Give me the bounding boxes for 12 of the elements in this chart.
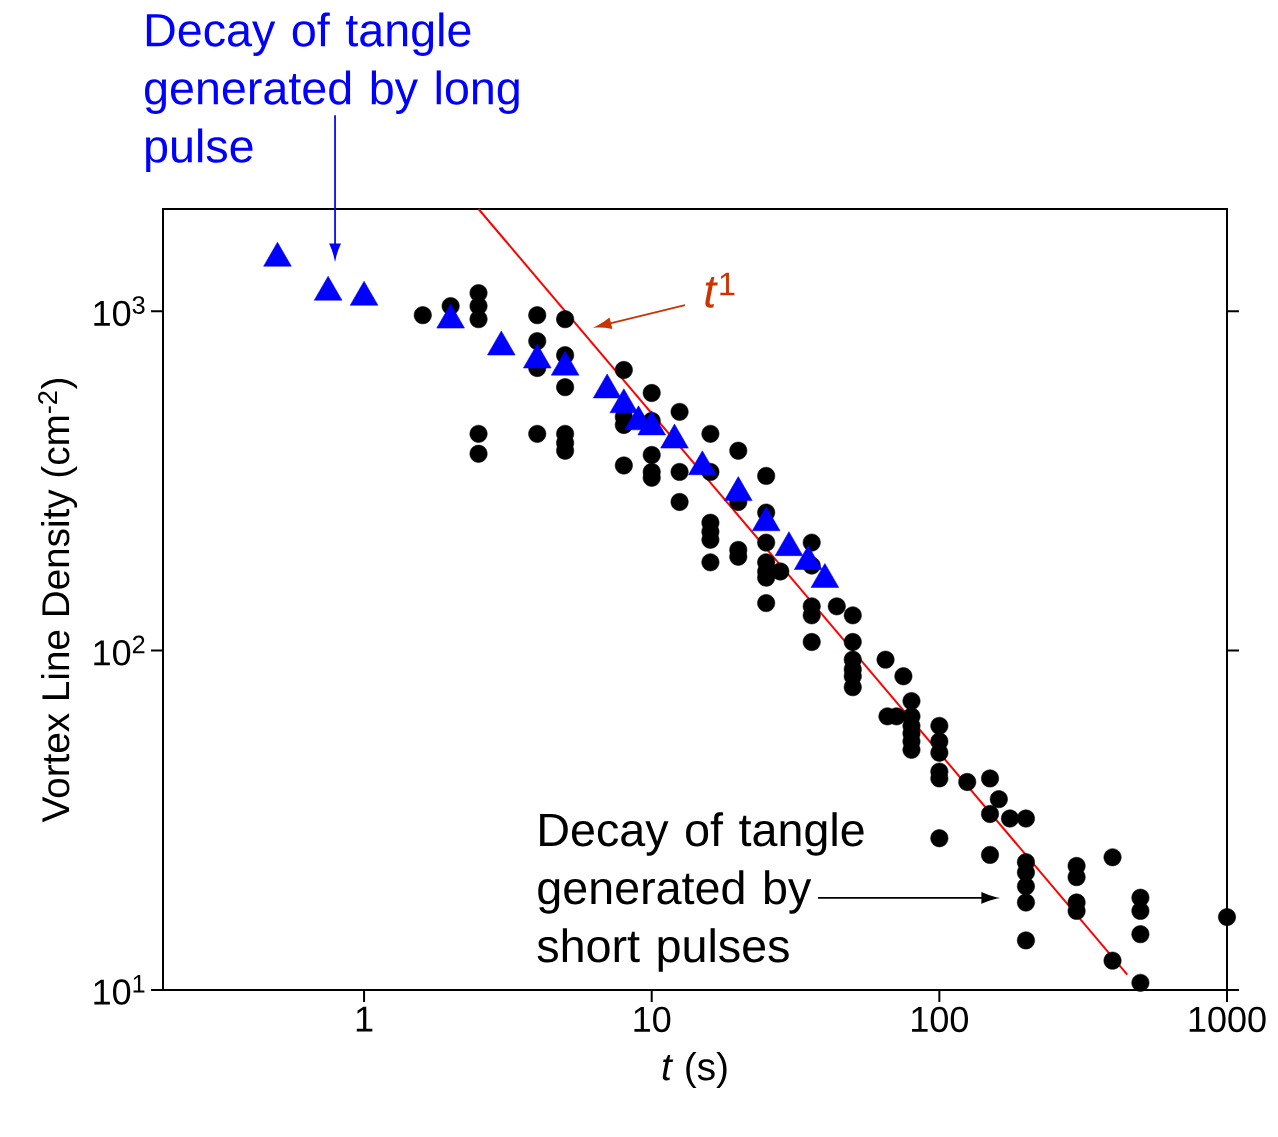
x-tick-label: 1000 [1189, 1006, 1266, 1033]
text: Decay of tangle generated by long pulse [145, 12, 519, 172]
x-tick-label: 10 [634, 1006, 671, 1033]
annotation: t$^{1}$ [705, 272, 735, 308]
y-tick-label: 10$^{1}$ [94, 975, 145, 1005]
x-tick-label: 100 [912, 1006, 968, 1033]
x-tick-label: 1 [356, 1006, 373, 1032]
annotation: Decay of tangle generated by short pulses [537, 812, 864, 972]
y-axis-title: Vortex Line Density (cm$^{-2}$) [38, 378, 78, 823]
y-tick-label: 10$^{3}$ [94, 296, 145, 327]
y-tick-label: 10$^{2}$ [94, 635, 145, 666]
x-axis-title: t (s) [662, 1052, 727, 1089]
